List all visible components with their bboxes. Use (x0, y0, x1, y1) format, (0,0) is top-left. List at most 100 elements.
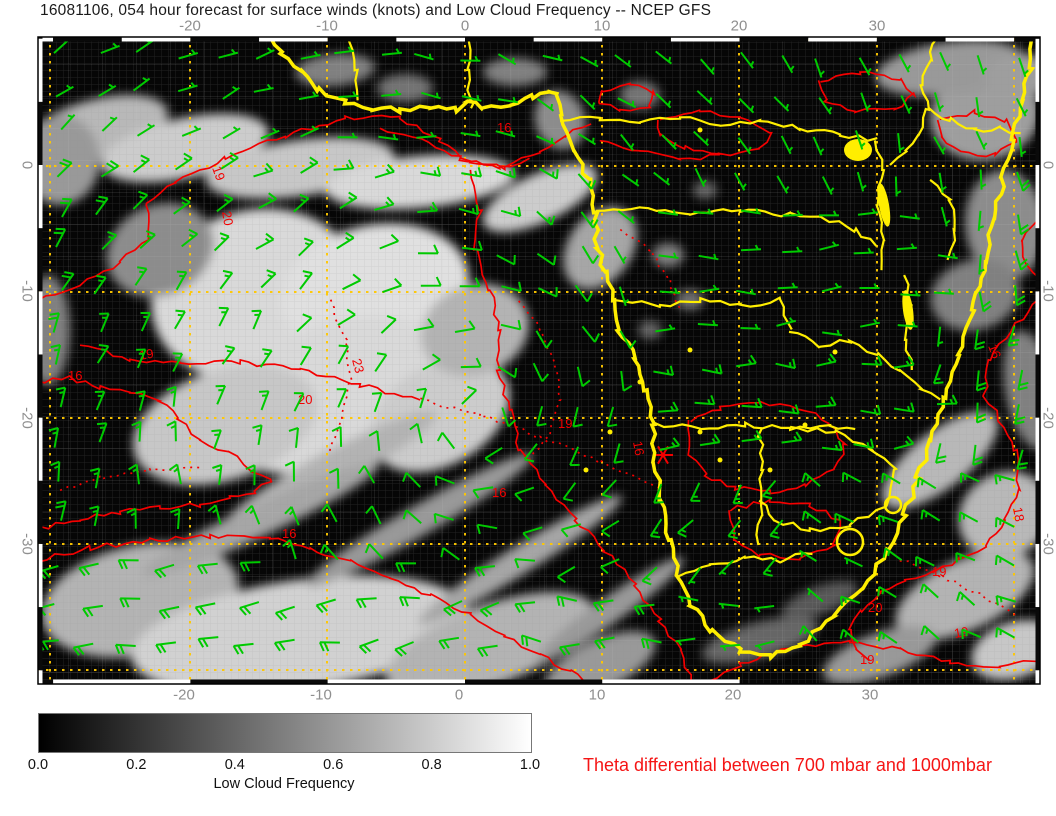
wind-barb (659, 287, 680, 294)
wind-barb (339, 191, 358, 210)
wind-barb (296, 313, 313, 333)
wind-barb (782, 246, 803, 254)
wind-barb (916, 477, 937, 490)
small-lake-dot (697, 127, 703, 133)
wind-barb (877, 630, 898, 644)
wind-barb (693, 130, 709, 147)
wind-barb (253, 83, 274, 93)
wind-barb (55, 500, 67, 521)
wind-barb (222, 126, 241, 140)
wind-barb (56, 158, 73, 178)
wind-barb (213, 232, 230, 252)
wind-barb (937, 252, 958, 260)
wind-barb (252, 424, 263, 446)
wind-barb (357, 465, 376, 484)
country-border (654, 420, 856, 432)
country-border (595, 206, 878, 247)
wind-barb (677, 519, 694, 538)
wind-barb (937, 326, 944, 347)
wind-barb (497, 53, 517, 66)
wind-barb (754, 640, 775, 651)
wind-barb (975, 370, 987, 392)
wind-barb (780, 135, 794, 155)
wind-barb (59, 197, 73, 218)
wind-barb (858, 57, 872, 76)
wind-barb (734, 172, 747, 191)
wind-barb (101, 230, 118, 251)
wind-barb (476, 523, 498, 535)
contour-label: 16 (68, 368, 82, 383)
wind-barb (273, 638, 295, 652)
wind-barb (778, 404, 800, 415)
wind-barb (522, 526, 543, 541)
wind-barb (50, 460, 61, 482)
wind-barb (621, 173, 640, 187)
small-lake-dot (697, 429, 703, 435)
wind-barb (727, 519, 742, 540)
wind-barb (380, 314, 397, 334)
wind-barb (816, 353, 837, 367)
wind-barb (496, 254, 516, 266)
wind-barb (773, 96, 790, 112)
wind-barb (420, 276, 442, 287)
wind-barb (893, 435, 915, 450)
wind-barb (181, 228, 199, 248)
wind-barb (173, 196, 191, 215)
wind-barb (60, 114, 76, 131)
wind-barb (900, 290, 921, 297)
wind-barb (402, 509, 422, 525)
wind-barb (606, 406, 618, 428)
wind-barb (72, 642, 94, 656)
lake (844, 139, 872, 161)
wind-barb (718, 559, 734, 576)
wind-barb (523, 443, 538, 463)
wind-barb (995, 627, 1015, 639)
wind-barb (78, 562, 99, 577)
wind-barb (877, 514, 899, 526)
country-border (788, 330, 941, 401)
plot-title: 16081106, 054 hour forecast for surface … (40, 2, 712, 19)
wind-barb (336, 231, 355, 250)
wind-barb (342, 273, 362, 291)
wind-barb (460, 130, 481, 138)
wind-barb (315, 598, 336, 614)
wind-barb (89, 505, 100, 527)
wind-barb (94, 390, 106, 411)
wind-barb (995, 595, 1016, 606)
wind-barb (461, 385, 477, 405)
wind-barb (974, 329, 986, 351)
wind-barb (409, 422, 423, 444)
wind-barb (417, 244, 439, 255)
wind-barb (1017, 214, 1030, 236)
wind-barb (577, 132, 597, 146)
theta-contour (936, 108, 1018, 158)
wind-barb (601, 519, 620, 538)
wind-barb (48, 312, 60, 333)
wind-barb (859, 283, 880, 289)
wind-barb (133, 77, 151, 92)
wind-barb (514, 486, 535, 502)
wind-barb (781, 431, 803, 444)
wind-barb (915, 555, 935, 567)
theta-contour-dotted (518, 300, 562, 461)
contour-label: 16 (630, 440, 647, 457)
wind-barb (438, 636, 460, 650)
wind-barb (1017, 369, 1029, 391)
contour-label: 19 (558, 416, 572, 431)
theta-annotation: Theta differential between 700 mbar and … (583, 755, 992, 775)
wind-barb (172, 352, 184, 373)
wind-barb (216, 193, 234, 213)
small-lake-dot (687, 347, 693, 353)
wind-barb (920, 625, 940, 641)
wind-barb (331, 426, 343, 447)
wind-barb (978, 254, 985, 275)
wind-barb (416, 131, 437, 139)
wind-barb (497, 365, 518, 379)
wind-barb (402, 472, 422, 488)
wind-barb (940, 206, 951, 227)
wind-barb (416, 387, 428, 409)
wind-barb (460, 55, 481, 62)
wind-barb (580, 211, 599, 229)
colorbar-label: Low Cloud Frequency (213, 776, 355, 792)
wind-barb (777, 282, 798, 290)
